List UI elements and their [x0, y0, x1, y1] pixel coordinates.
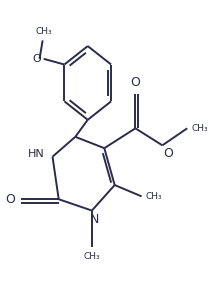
Text: O: O — [163, 147, 173, 160]
Text: CH₃: CH₃ — [84, 252, 100, 261]
Text: O: O — [33, 54, 42, 64]
Text: HN: HN — [27, 149, 44, 159]
Text: N: N — [89, 213, 99, 226]
Text: CH₃: CH₃ — [35, 27, 52, 36]
Text: CH₃: CH₃ — [191, 124, 208, 133]
Text: O: O — [5, 193, 15, 206]
Text: O: O — [131, 76, 140, 89]
Text: CH₃: CH₃ — [146, 192, 162, 201]
